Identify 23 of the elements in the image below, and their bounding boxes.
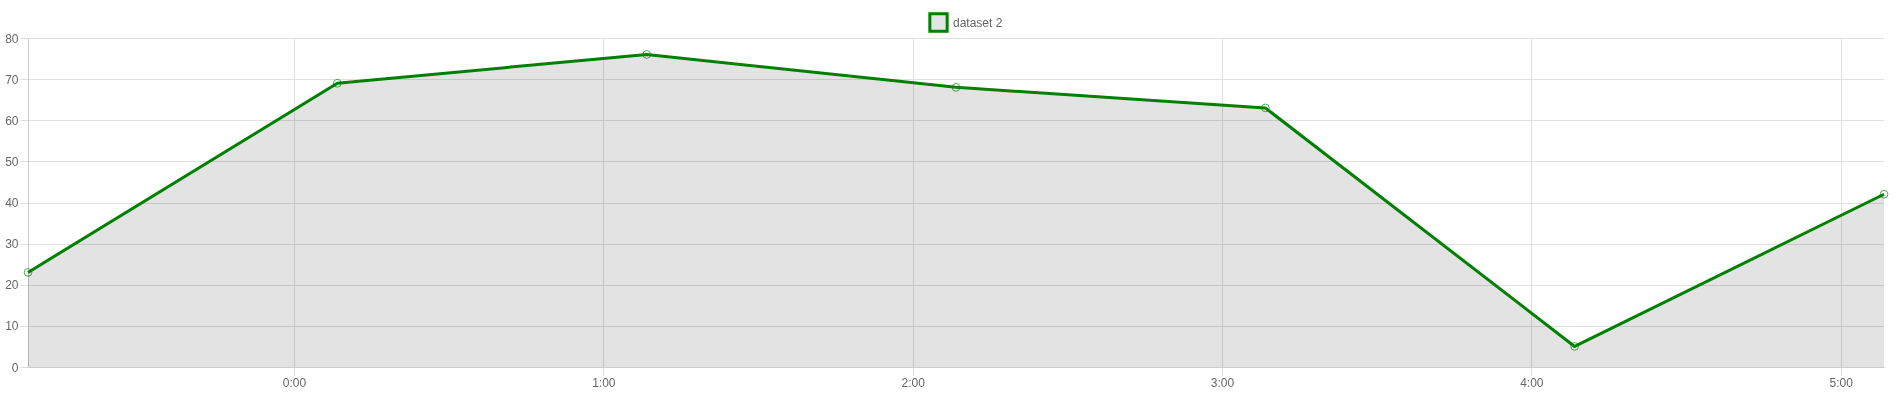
y-tick-label: 60 [5,113,19,128]
legend-label: dataset 2 [953,15,1003,30]
x-tick-label: 3:00 [1210,375,1235,390]
point [332,78,342,88]
point [23,268,33,277]
point [1260,103,1270,113]
point [642,50,652,59]
y-tick-label: 0 [11,360,19,375]
x-tick-label: 1:00 [592,375,616,390]
y-tick-label: 80 [5,31,19,46]
x-tick-label: 5:00 [1829,375,1854,390]
y-tick-label: 10 [5,319,19,334]
y-tick-label: 30 [5,237,19,252]
point [1570,342,1580,351]
x-tick-label: 4:00 [1520,375,1544,390]
x-tick-label: 2:00 [901,375,926,390]
x-tick-label: 0:00 [282,375,307,390]
point [951,82,961,92]
y-tick-label: 20 [5,278,19,293]
y-tick-label: 50 [5,154,19,169]
point [1879,189,1889,199]
y-tick-label: 70 [5,72,19,87]
y-tick-label: 40 [5,196,19,210]
